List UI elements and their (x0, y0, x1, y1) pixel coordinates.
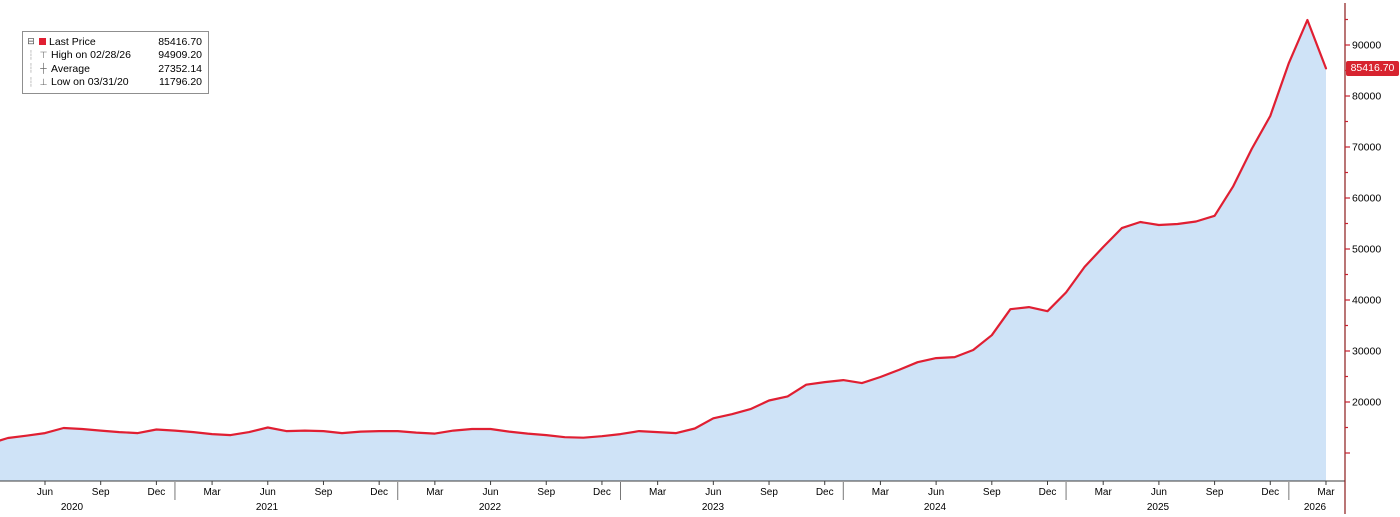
price-line (0, 18, 1328, 442)
legend-label-average: Average (51, 62, 90, 75)
year-label: 2025 (1147, 502, 1170, 513)
month-tick-label: Dec (1039, 487, 1057, 498)
month-tick-label: Jun (260, 487, 276, 498)
month-tick-label: Dec (593, 487, 611, 498)
y-axis-label: 70000 (1352, 142, 1381, 154)
legend-row-last-price[interactable]: ⊟ Last Price 85416.70 (26, 35, 202, 49)
month-tick-label: Jun (482, 487, 498, 498)
legend-tree-branch: ┆ (28, 76, 34, 87)
y-axis-label: 30000 (1352, 346, 1381, 358)
legend-tree-branch: ┆ (28, 49, 34, 60)
month-tick-label: Sep (537, 487, 555, 498)
y-axis-label: 90000 (1352, 40, 1381, 52)
month-tick-label: Dec (147, 487, 165, 498)
month-tick-label: Mar (426, 487, 444, 498)
month-tick-label: Jun (1151, 487, 1167, 498)
y-axis-label: 20000 (1352, 397, 1381, 409)
legend-value-last-price: 85416.70 (158, 35, 202, 48)
year-label: 2022 (479, 502, 502, 513)
month-tick-label: Jun (37, 487, 53, 498)
month-tick-label: Sep (315, 487, 333, 498)
month-tick-label: Mar (203, 487, 221, 498)
legend-row-high[interactable]: ┆ ⊤ High on 02/28/26 94909.20 (26, 49, 202, 63)
year-label: 2026 (1304, 502, 1327, 513)
year-label: 2020 (61, 502, 84, 513)
year-label: 2023 (702, 502, 725, 513)
month-tick-label: Sep (760, 487, 778, 498)
month-tick-label: Dec (1261, 487, 1279, 498)
legend-value-low: 11796.20 (158, 76, 202, 89)
legend-label-low: Low on 03/31/20 (51, 76, 129, 89)
month-tick-label: Mar (872, 487, 890, 498)
legend-value-average: 27352.14 (158, 62, 202, 75)
month-tick-label: Jun (705, 487, 721, 498)
legend-label-last-price: Last Price (49, 35, 96, 48)
month-tick-label: Sep (983, 487, 1001, 498)
last-price-swatch-icon (39, 38, 46, 46)
month-tick-label: Sep (92, 487, 110, 498)
last-price-badge: 85416.70 (1346, 60, 1399, 76)
average-marker-icon: ┼ (40, 63, 47, 74)
legend-box[interactable]: ⊟ Last Price 85416.70 ┆ ⊤ High on 02/28/… (22, 31, 209, 94)
year-label: 2024 (924, 502, 947, 513)
year-label: 2021 (256, 502, 279, 513)
high-marker-icon: ⊤ (39, 49, 48, 60)
y-axis-label: 40000 (1352, 295, 1381, 307)
month-tick-label: Mar (1095, 487, 1113, 498)
legend-row-average[interactable]: ┆ ┼ Average 27352.14 (26, 62, 202, 76)
month-tick-label: Dec (370, 487, 388, 498)
month-tick-label: Dec (816, 487, 834, 498)
legend-tree-branch: ┆ (28, 63, 34, 74)
low-marker-icon: ⊥ (39, 76, 48, 87)
month-tick-label: Mar (1317, 487, 1335, 498)
legend-value-high: 94909.20 (158, 49, 202, 62)
month-tick-label: Mar (649, 487, 667, 498)
y-axis-label: 50000 (1352, 244, 1381, 256)
legend-collapse-icon[interactable]: ⊟ (27, 36, 35, 47)
price-area-fill (0, 20, 1326, 481)
legend-row-low[interactable]: ┆ ⊥ Low on 03/31/20 11796.20 (26, 76, 202, 90)
month-tick-label: Sep (1206, 487, 1224, 498)
legend-label-high: High on 02/28/26 (51, 49, 131, 62)
month-tick-label: Jun (928, 487, 944, 498)
y-axis-label: 60000 (1352, 193, 1381, 205)
y-axis-label: 80000 (1352, 91, 1381, 103)
